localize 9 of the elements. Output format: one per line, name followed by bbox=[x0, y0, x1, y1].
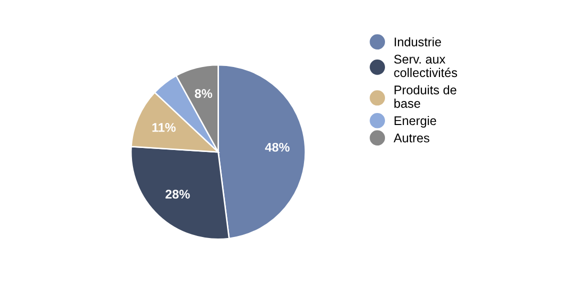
legend-label: Autres bbox=[394, 134, 430, 142]
data-label: 28% bbox=[166, 190, 190, 199]
legend-label: Produits de base bbox=[394, 85, 456, 108]
data-label: 8% bbox=[194, 89, 212, 98]
legend-label: Industrie bbox=[394, 37, 441, 46]
data-label: 11% bbox=[152, 123, 176, 132]
data-label: 48% bbox=[265, 142, 290, 152]
legend-label: Energie bbox=[394, 116, 436, 128]
legend-label: Serv. aux collectivités bbox=[394, 54, 458, 78]
